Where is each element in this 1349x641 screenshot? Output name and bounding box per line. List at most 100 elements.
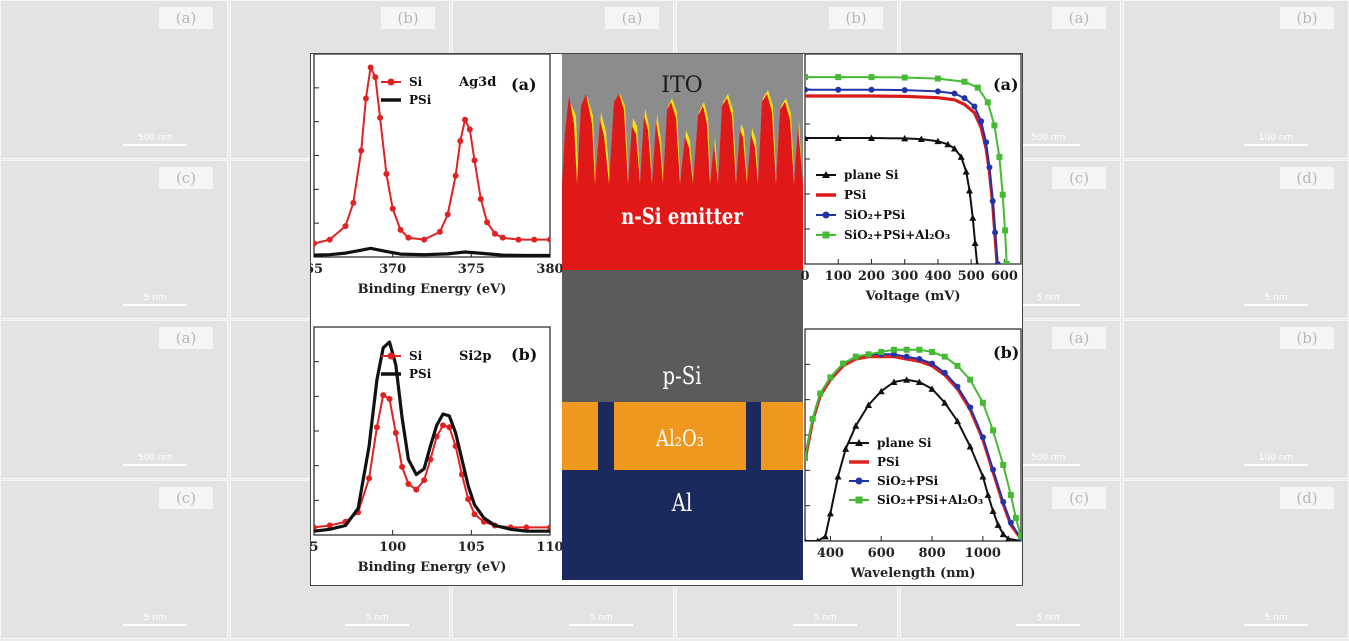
- data-point: [805, 74, 808, 81]
- xps-si2p-chart: 5 100 105 110 Binding Energy (eV) Si PSi Si2p (b…: [309, 326, 564, 575]
- x-tick-label: 375: [458, 262, 485, 277]
- data-point: [491, 230, 498, 237]
- legend-label: plane Si: [877, 436, 932, 450]
- sem-scale-bar: 5 nm: [1016, 292, 1080, 308]
- x-tick-label: 600: [868, 546, 895, 561]
- data-point: [954, 383, 961, 390]
- panel-label: (a): [511, 75, 537, 94]
- data-point: [805, 537, 807, 541]
- data-point: [436, 228, 443, 235]
- data-point: [915, 378, 923, 385]
- data-point: [979, 434, 986, 441]
- data-point: [380, 392, 387, 399]
- data-point: [366, 475, 373, 482]
- data-point: [531, 236, 538, 243]
- data-point: [427, 456, 434, 463]
- x-tick-label: 600: [991, 269, 1018, 284]
- plot-area: [805, 74, 1010, 264]
- legend-marker: [822, 231, 830, 239]
- data-point: [867, 134, 875, 141]
- data-point: [834, 134, 842, 141]
- p-si-label: p-Si: [662, 363, 701, 390]
- data-point: [1005, 535, 1012, 541]
- legend-label: plane Si: [844, 168, 899, 182]
- x-tick-label: 5: [311, 540, 319, 555]
- data-point: [990, 466, 997, 473]
- x-tick-label: 300: [891, 269, 918, 284]
- data-point: [901, 134, 909, 142]
- data-point: [954, 362, 961, 369]
- x-axis-label: Binding Energy (eV): [358, 282, 507, 297]
- sem-tile: (c) 5 nm: [0, 160, 228, 319]
- data-point: [868, 86, 875, 93]
- data-point: [951, 145, 959, 152]
- data-point: [452, 172, 459, 179]
- sem-scale-label: 500 nm: [1030, 133, 1066, 143]
- data-point: [971, 239, 979, 246]
- data-point: [941, 353, 948, 360]
- sem-scale-label: 5 nm: [143, 613, 167, 623]
- sem-panel-label: (c): [1052, 167, 1106, 189]
- x-tick-label: 100: [825, 269, 852, 284]
- data-point: [929, 349, 936, 356]
- sem-panel-label: (c): [159, 167, 213, 189]
- data-point: [990, 427, 997, 434]
- data-point: [547, 524, 550, 531]
- data-point: [1007, 519, 1014, 526]
- legend-marker: [855, 496, 863, 504]
- x-tick-label: 370: [379, 262, 406, 277]
- data-point: [994, 521, 1002, 528]
- sem-tile: (a) 500 nm: [0, 0, 228, 159]
- data-point: [821, 532, 829, 540]
- eqe-chart: 400 600 800 1000 Wavelength (nm) plane Si PSi S…: [804, 328, 1022, 581]
- sem-panel-label: (a): [159, 7, 213, 29]
- jv-chart: 0 100 200 300 400 500 600 Voltage (mV) plane Si P…: [800, 53, 1022, 304]
- legend-marker: [387, 352, 395, 360]
- data-point: [326, 522, 333, 529]
- x-tick-label: 105: [458, 540, 485, 555]
- data-point: [515, 236, 522, 243]
- al2o3-label: Al₂O₃: [655, 425, 704, 451]
- data-point: [967, 376, 974, 383]
- data-point: [342, 223, 349, 230]
- sem-scale-label: 5 nm: [1036, 293, 1060, 303]
- legend-label: SiO₂+PSi: [844, 208, 906, 222]
- sem-tile: (b) 100 nm: [1123, 0, 1349, 159]
- data-point: [961, 95, 968, 102]
- legend-label: SiO₂+PSi+Al₂O₃: [877, 493, 983, 507]
- data-point: [928, 385, 936, 392]
- sem-scale-label: 500 nm: [137, 133, 173, 143]
- data-point: [967, 404, 974, 411]
- x-tick-label: 380: [536, 262, 563, 277]
- data-point: [471, 157, 478, 164]
- data-point: [457, 138, 464, 144]
- data-point: [1002, 227, 1009, 234]
- panel-label: (a): [993, 75, 1019, 94]
- panel-label: (b): [511, 345, 537, 364]
- x-tick-label: 400: [817, 546, 844, 561]
- data-point: [484, 219, 491, 226]
- data-point: [901, 74, 908, 81]
- sem-panel-label: (b): [829, 7, 883, 29]
- data-point: [999, 191, 1006, 198]
- sem-tile: (a) 500 nm: [0, 320, 228, 479]
- data-point: [941, 399, 949, 406]
- data-point: [852, 422, 860, 429]
- data-point: [901, 87, 908, 94]
- data-point: [826, 509, 834, 517]
- spectrum-annotation: Si2p: [459, 349, 491, 364]
- p-si-layer: [562, 270, 803, 402]
- sem-panel-label: (a): [605, 7, 659, 29]
- legend-marker: [822, 211, 830, 219]
- legend-marker: [822, 171, 830, 178]
- data-point: [440, 422, 447, 429]
- plot-area: [314, 64, 550, 257]
- x-axis-label: Binding Energy (eV): [358, 560, 507, 575]
- x-tick-label: 200: [858, 269, 885, 284]
- sem-scale-bar: 5 nm: [569, 612, 633, 628]
- sem-scale-bar: 100 nm: [1244, 132, 1308, 148]
- sem-scale-label: 5 nm: [589, 613, 613, 623]
- x-axis-label: Voltage (mV): [865, 289, 961, 304]
- data-point: [989, 507, 997, 515]
- data-point: [878, 349, 885, 356]
